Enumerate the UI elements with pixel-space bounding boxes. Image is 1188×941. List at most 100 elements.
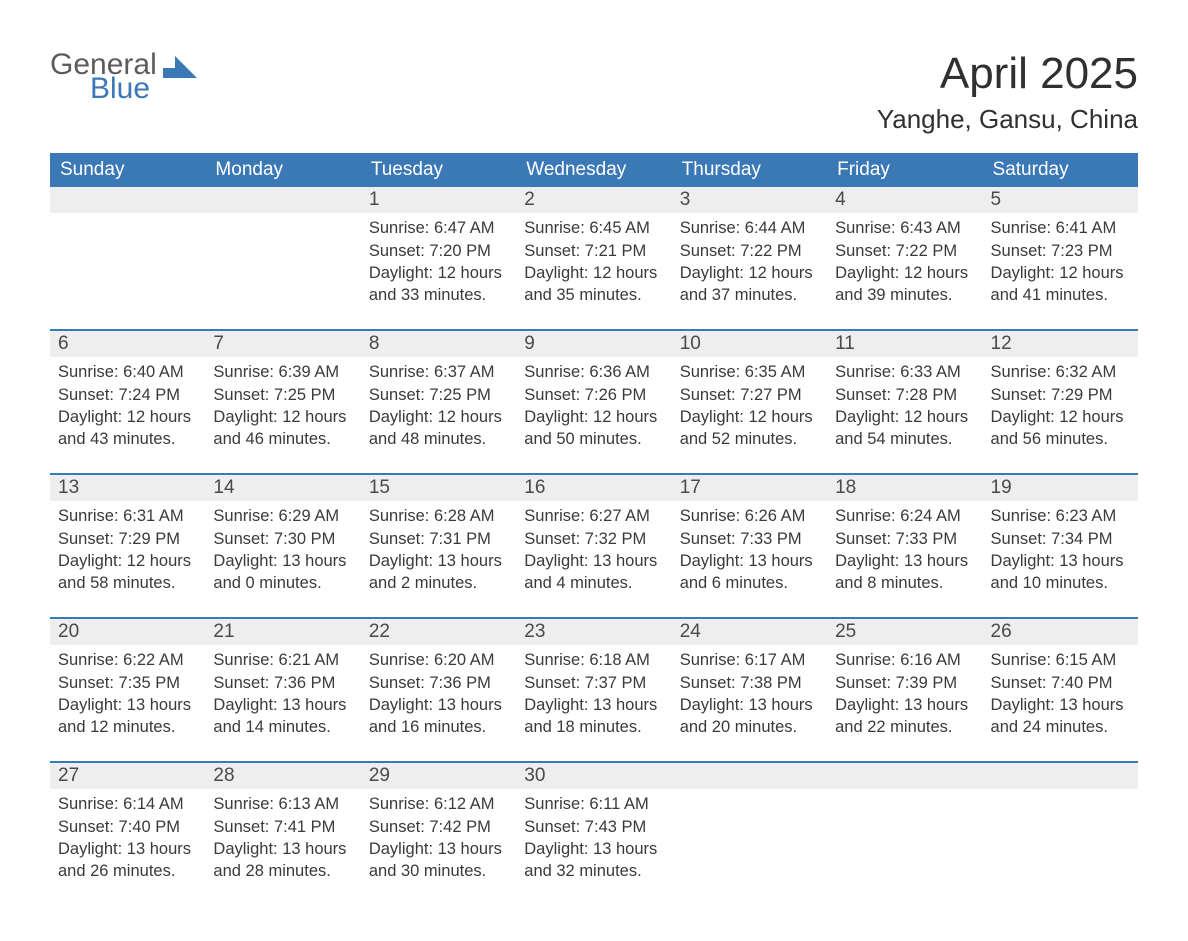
week-row: 13Sunrise: 6:31 AMSunset: 7:29 PMDayligh… (50, 473, 1138, 613)
sunset-text: Sunset: 7:36 PM (213, 672, 352, 694)
day-number: 9 (516, 331, 671, 357)
sunset-text: Sunset: 7:43 PM (524, 816, 663, 838)
day-cell: 20Sunrise: 6:22 AMSunset: 7:35 PMDayligh… (50, 619, 205, 757)
day-details: Sunrise: 6:33 AMSunset: 7:28 PMDaylight:… (827, 357, 982, 450)
sunset-text: Sunset: 7:30 PM (213, 528, 352, 550)
brand-mark-icon (163, 56, 197, 83)
sunrise-text: Sunrise: 6:37 AM (369, 361, 508, 383)
daylight-text-2: and 14 minutes. (213, 716, 352, 738)
day-cell: 3Sunrise: 6:44 AMSunset: 7:22 PMDaylight… (672, 187, 827, 325)
day-number: 1 (361, 187, 516, 213)
day-number (205, 187, 360, 213)
daylight-text-1: Daylight: 13 hours (524, 550, 663, 572)
day-number (672, 763, 827, 789)
daylight-text-2: and 30 minutes. (369, 860, 508, 882)
month-title: April 2025 (877, 50, 1138, 98)
day-details: Sunrise: 6:40 AMSunset: 7:24 PMDaylight:… (50, 357, 205, 450)
daylight-text-2: and 22 minutes. (835, 716, 974, 738)
sunset-text: Sunset: 7:20 PM (369, 240, 508, 262)
daylight-text-1: Daylight: 13 hours (680, 694, 819, 716)
sunrise-text: Sunrise: 6:13 AM (213, 793, 352, 815)
day-details: Sunrise: 6:20 AMSunset: 7:36 PMDaylight:… (361, 645, 516, 738)
day-cell: 23Sunrise: 6:18 AMSunset: 7:37 PMDayligh… (516, 619, 671, 757)
daylight-text-2: and 2 minutes. (369, 572, 508, 594)
dow-monday: Monday (205, 153, 360, 187)
sunrise-text: Sunrise: 6:27 AM (524, 505, 663, 527)
sunset-text: Sunset: 7:41 PM (213, 816, 352, 838)
day-details: Sunrise: 6:14 AMSunset: 7:40 PMDaylight:… (50, 789, 205, 882)
daylight-text-2: and 10 minutes. (991, 572, 1130, 594)
day-details: Sunrise: 6:13 AMSunset: 7:41 PMDaylight:… (205, 789, 360, 882)
day-details: Sunrise: 6:21 AMSunset: 7:36 PMDaylight:… (205, 645, 360, 738)
day-number (50, 187, 205, 213)
daylight-text-2: and 26 minutes. (58, 860, 197, 882)
sunset-text: Sunset: 7:31 PM (369, 528, 508, 550)
daylight-text-1: Daylight: 12 hours (369, 262, 508, 284)
day-cell: 8Sunrise: 6:37 AMSunset: 7:25 PMDaylight… (361, 331, 516, 469)
day-cell: 18Sunrise: 6:24 AMSunset: 7:33 PMDayligh… (827, 475, 982, 613)
daylight-text-1: Daylight: 13 hours (991, 694, 1130, 716)
day-details: Sunrise: 6:22 AMSunset: 7:35 PMDaylight:… (50, 645, 205, 738)
calendar: Sunday Monday Tuesday Wednesday Thursday… (50, 153, 1138, 901)
week-row: 6Sunrise: 6:40 AMSunset: 7:24 PMDaylight… (50, 329, 1138, 469)
sunrise-text: Sunrise: 6:21 AM (213, 649, 352, 671)
daylight-text-1: Daylight: 13 hours (835, 694, 974, 716)
weeks-container: 1Sunrise: 6:47 AMSunset: 7:20 PMDaylight… (50, 187, 1138, 901)
daylight-text-2: and 6 minutes. (680, 572, 819, 594)
day-cell: 24Sunrise: 6:17 AMSunset: 7:38 PMDayligh… (672, 619, 827, 757)
daylight-text-1: Daylight: 13 hours (835, 550, 974, 572)
sunrise-text: Sunrise: 6:22 AM (58, 649, 197, 671)
sunrise-text: Sunrise: 6:47 AM (369, 217, 508, 239)
day-cell: 26Sunrise: 6:15 AMSunset: 7:40 PMDayligh… (983, 619, 1138, 757)
daylight-text-2: and 20 minutes. (680, 716, 819, 738)
sunrise-text: Sunrise: 6:11 AM (524, 793, 663, 815)
daylight-text-2: and 52 minutes. (680, 428, 819, 450)
day-cell: 17Sunrise: 6:26 AMSunset: 7:33 PMDayligh… (672, 475, 827, 613)
daylight-text-1: Daylight: 13 hours (680, 550, 819, 572)
daylight-text-2: and 18 minutes. (524, 716, 663, 738)
sunrise-text: Sunrise: 6:28 AM (369, 505, 508, 527)
day-number: 13 (50, 475, 205, 501)
day-cell: 28Sunrise: 6:13 AMSunset: 7:41 PMDayligh… (205, 763, 360, 901)
sunset-text: Sunset: 7:22 PM (835, 240, 974, 262)
daylight-text-2: and 4 minutes. (524, 572, 663, 594)
day-number: 10 (672, 331, 827, 357)
sunrise-text: Sunrise: 6:32 AM (991, 361, 1130, 383)
sunset-text: Sunset: 7:36 PM (369, 672, 508, 694)
day-details: Sunrise: 6:45 AMSunset: 7:21 PMDaylight:… (516, 213, 671, 306)
week-row: 20Sunrise: 6:22 AMSunset: 7:35 PMDayligh… (50, 617, 1138, 757)
day-number: 29 (361, 763, 516, 789)
day-number: 11 (827, 331, 982, 357)
day-of-week-header: Sunday Monday Tuesday Wednesday Thursday… (50, 153, 1138, 187)
sunrise-text: Sunrise: 6:26 AM (680, 505, 819, 527)
sunset-text: Sunset: 7:40 PM (991, 672, 1130, 694)
day-details: Sunrise: 6:41 AMSunset: 7:23 PMDaylight:… (983, 213, 1138, 306)
day-cell: 4Sunrise: 6:43 AMSunset: 7:22 PMDaylight… (827, 187, 982, 325)
day-number: 19 (983, 475, 1138, 501)
sunrise-text: Sunrise: 6:14 AM (58, 793, 197, 815)
day-number: 21 (205, 619, 360, 645)
dow-wednesday: Wednesday (516, 153, 671, 187)
day-cell: 5Sunrise: 6:41 AMSunset: 7:23 PMDaylight… (983, 187, 1138, 325)
sunset-text: Sunset: 7:25 PM (213, 384, 352, 406)
sunset-text: Sunset: 7:26 PM (524, 384, 663, 406)
day-number: 8 (361, 331, 516, 357)
day-cell: 29Sunrise: 6:12 AMSunset: 7:42 PMDayligh… (361, 763, 516, 901)
day-cell: 16Sunrise: 6:27 AMSunset: 7:32 PMDayligh… (516, 475, 671, 613)
sunrise-text: Sunrise: 6:20 AM (369, 649, 508, 671)
day-cell: 22Sunrise: 6:20 AMSunset: 7:36 PMDayligh… (361, 619, 516, 757)
daylight-text-1: Daylight: 12 hours (835, 262, 974, 284)
sunrise-text: Sunrise: 6:39 AM (213, 361, 352, 383)
daylight-text-2: and 48 minutes. (369, 428, 508, 450)
day-details: Sunrise: 6:28 AMSunset: 7:31 PMDaylight:… (361, 501, 516, 594)
daylight-text-2: and 16 minutes. (369, 716, 508, 738)
day-number (827, 763, 982, 789)
daylight-text-1: Daylight: 13 hours (213, 550, 352, 572)
daylight-text-1: Daylight: 13 hours (369, 838, 508, 860)
day-details: Sunrise: 6:27 AMSunset: 7:32 PMDaylight:… (516, 501, 671, 594)
daylight-text-1: Daylight: 13 hours (58, 694, 197, 716)
daylight-text-1: Daylight: 13 hours (369, 694, 508, 716)
day-cell: 30Sunrise: 6:11 AMSunset: 7:43 PMDayligh… (516, 763, 671, 901)
daylight-text-1: Daylight: 12 hours (680, 262, 819, 284)
day-number: 12 (983, 331, 1138, 357)
